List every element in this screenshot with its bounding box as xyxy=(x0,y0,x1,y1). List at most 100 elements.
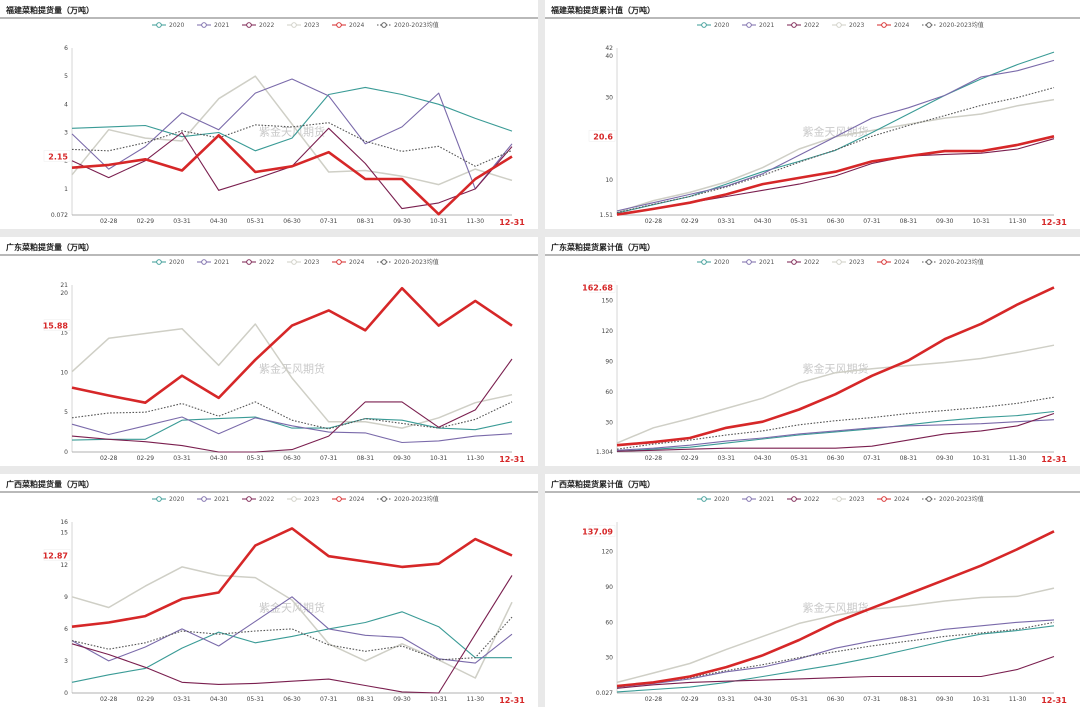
legend-item-2023[interactable]: 2023 xyxy=(287,259,319,266)
svg-text:2024: 2024 xyxy=(894,259,909,266)
svg-text:2023: 2023 xyxy=(304,22,319,29)
series-line-avg xyxy=(616,621,1055,688)
x-tick-label: 06-30 xyxy=(827,218,845,225)
y-tick-label: 30 xyxy=(605,655,613,662)
x-tick-label: 03-31 xyxy=(173,218,191,225)
series-line-2023 xyxy=(616,344,1055,444)
svg-text:2023: 2023 xyxy=(849,259,864,266)
legend-item-2020[interactable]: 2020 xyxy=(697,22,729,29)
svg-text:2024: 2024 xyxy=(894,22,909,29)
svg-text:2020: 2020 xyxy=(169,259,184,266)
x-tick-label: 02-29 xyxy=(681,696,699,703)
legend-item-2022[interactable]: 2022 xyxy=(242,259,274,266)
y-tick-label: 42 xyxy=(605,45,613,52)
legend-item-2020[interactable]: 2020 xyxy=(697,496,729,503)
legend-item-2021[interactable]: 2021 xyxy=(742,259,774,266)
legend-item-2020[interactable]: 2020 xyxy=(152,22,184,29)
legend-item-2024[interactable]: 2024 xyxy=(877,496,909,503)
y-tick-label: 3 xyxy=(64,658,68,665)
x-tick-label: 05-31 xyxy=(247,455,265,462)
legend-item-2022[interactable]: 2022 xyxy=(787,496,819,503)
legend-item-2024[interactable]: 2024 xyxy=(332,496,364,503)
series-line-2022 xyxy=(616,412,1055,452)
legend-item-2022[interactable]: 2022 xyxy=(242,22,274,29)
legend-item-avg[interactable]: 2020-2023均值 xyxy=(922,495,984,503)
x-tick-label: 11-30 xyxy=(1009,696,1027,703)
x-tick-label: 05-31 xyxy=(247,696,265,703)
watermark: 紫金天风期货 xyxy=(803,362,869,376)
y-tick-label: 90 xyxy=(605,584,613,591)
legend-item-2021[interactable]: 2021 xyxy=(197,22,229,29)
chart-title: 广东菜粕提货累计值（万吨） xyxy=(551,242,655,252)
series-line-2021 xyxy=(71,416,513,444)
legend-item-2023[interactable]: 2023 xyxy=(287,22,319,29)
y-tick-label: 0.027 xyxy=(596,690,613,697)
series-line-2023 xyxy=(71,75,513,186)
legend-item-2021[interactable]: 2021 xyxy=(742,22,774,29)
legend-item-2023[interactable]: 2023 xyxy=(287,496,319,503)
legend-item-avg[interactable]: 2020-2023均值 xyxy=(377,21,439,29)
x-tick-label: 09-30 xyxy=(393,455,411,462)
x-tick-label: 02-28 xyxy=(645,455,663,462)
x-tick-label: 10-31 xyxy=(972,696,990,703)
legend-item-avg[interactable]: 2020-2023均值 xyxy=(922,258,984,266)
legend-item-2024[interactable]: 2024 xyxy=(332,259,364,266)
x-tick-label: 02-29 xyxy=(137,455,155,462)
legend-item-2024[interactable]: 2024 xyxy=(877,259,909,266)
svg-text:2023: 2023 xyxy=(304,496,319,503)
series-line-2023 xyxy=(616,98,1055,213)
x-tick-label: 09-30 xyxy=(393,218,411,225)
series-line-2022 xyxy=(71,358,513,453)
series-line-2022 xyxy=(71,127,513,210)
x-tick-label: 12-31 xyxy=(1041,455,1067,464)
series-line-2023 xyxy=(71,323,513,429)
line-chart: 广东菜粕提货量（万吨）2020 2021 2022 2023 2024 2020-2023… xyxy=(0,242,538,464)
legend-item-2022[interactable]: 2022 xyxy=(242,496,274,503)
legend-item-2024[interactable]: 2024 xyxy=(332,22,364,29)
legend-item-2021[interactable]: 2021 xyxy=(197,259,229,266)
legend-item-2023[interactable]: 2023 xyxy=(832,22,864,29)
series-line-2021 xyxy=(616,419,1055,451)
series-line-2024 xyxy=(71,527,513,628)
legend-item-2021[interactable]: 2021 xyxy=(197,496,229,503)
y-tick-label: 40 xyxy=(605,53,613,60)
line-chart: 广西菜粕提货累计值（万吨） 2020 2021 2022 2023 2024 2020-20… xyxy=(545,479,1080,705)
x-tick-label: 03-31 xyxy=(173,455,191,462)
x-tick-label: 07-31 xyxy=(863,218,881,225)
x-tick-label: 12-31 xyxy=(499,455,525,464)
x-tick-label: 07-31 xyxy=(320,218,338,225)
x-tick-label: 10-31 xyxy=(972,218,990,225)
x-tick-label: 08-31 xyxy=(900,696,918,703)
legend-item-2023[interactable]: 2023 xyxy=(832,259,864,266)
y-tick-label: 0 xyxy=(64,449,68,456)
y-tick-label: 6 xyxy=(64,45,68,52)
x-tick-label: 11-30 xyxy=(467,218,485,225)
y-tick-label: 120 xyxy=(602,328,614,335)
svg-text:2023: 2023 xyxy=(304,259,319,266)
watermark: 紫金天风期货 xyxy=(259,362,325,376)
legend-item-2022[interactable]: 2022 xyxy=(787,22,819,29)
legend-item-avg[interactable]: 2020-2023均值 xyxy=(922,21,984,29)
legend-item-avg[interactable]: 2020-2023均值 xyxy=(377,495,439,503)
x-tick-label: 04-30 xyxy=(210,696,228,703)
legend-item-2020[interactable]: 2020 xyxy=(152,496,184,503)
series-line-2024 xyxy=(616,530,1055,688)
line-chart: 福建菜粕提货量（万吨） 2020 2021 2022 2023 2024 2020-2023… xyxy=(0,5,538,227)
series-line-avg xyxy=(71,616,513,661)
legend-item-2024[interactable]: 2024 xyxy=(877,22,909,29)
x-tick-label: 09-30 xyxy=(936,696,954,703)
x-tick-label: 12-31 xyxy=(499,218,525,227)
legend-item-avg[interactable]: 2020-2023均值 xyxy=(377,258,439,266)
x-tick-label: 04-30 xyxy=(210,455,228,462)
legend-item-2021[interactable]: 2021 xyxy=(742,496,774,503)
legend-item-2022[interactable]: 2022 xyxy=(787,259,819,266)
y-tick-label: 120 xyxy=(602,548,614,555)
legend-item-2020[interactable]: 2020 xyxy=(697,259,729,266)
svg-text:2024: 2024 xyxy=(349,22,364,29)
legend-item-2023[interactable]: 2023 xyxy=(832,496,864,503)
svg-text:2022: 2022 xyxy=(804,259,819,266)
x-tick-label: 02-29 xyxy=(681,218,699,225)
legend-item-2020[interactable]: 2020 xyxy=(152,259,184,266)
x-tick-label: 03-31 xyxy=(718,696,736,703)
